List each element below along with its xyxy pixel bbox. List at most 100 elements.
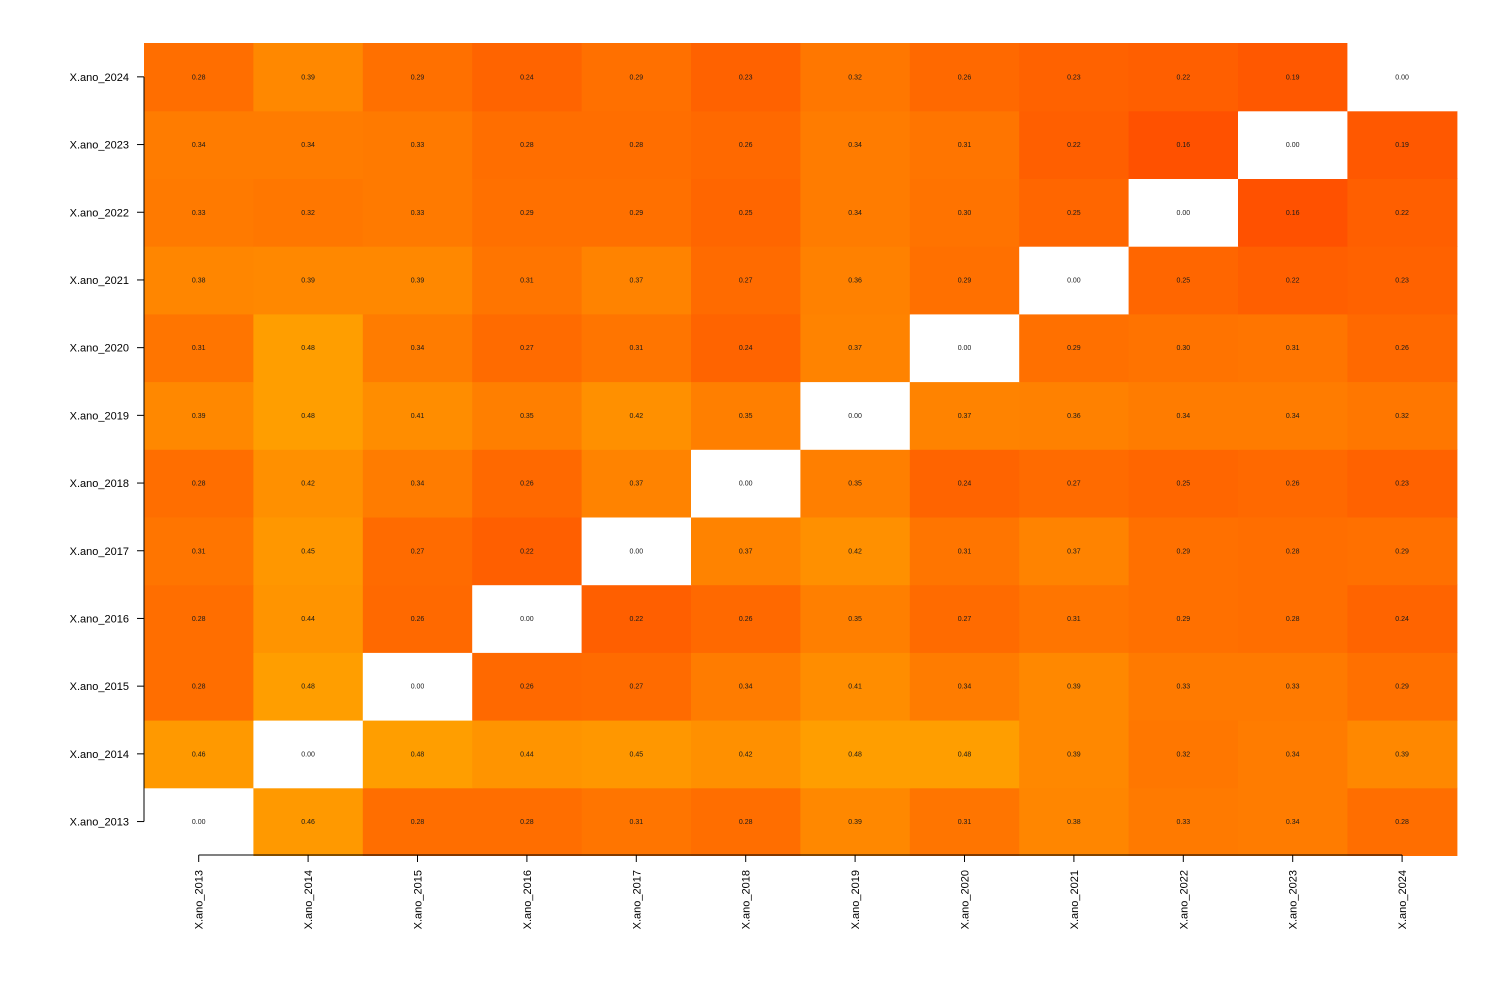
cell-value-label: 0.27 (411, 548, 425, 555)
heatmap-cell (472, 652, 583, 721)
heatmap-cell (253, 652, 364, 721)
heatmap-cell (472, 178, 583, 247)
cell-value-label: 0.00 (739, 481, 753, 488)
cell-value-label: 0.22 (629, 616, 643, 623)
heatmap-cell (253, 720, 364, 789)
cell-value-label: 0.34 (848, 142, 862, 149)
cell-value-label: 0.22 (520, 548, 534, 555)
heatmap-cell (1347, 720, 1458, 789)
heatmap-cell (1238, 449, 1348, 518)
cell-value-label: 0.39 (1395, 751, 1409, 758)
cell-value-label: 0.33 (1176, 819, 1190, 826)
cell-value-label: 0.31 (958, 142, 972, 149)
cell-value-label: 0.00 (629, 548, 643, 555)
heatmap-cell (1238, 381, 1348, 450)
cell-value-label: 0.32 (848, 74, 862, 81)
heatmap-cell (581, 449, 692, 518)
heatmap-cell (472, 787, 583, 856)
heatmap-cell (1019, 787, 1130, 856)
cell-value-label: 0.37 (739, 548, 753, 555)
heatmap-cell (472, 381, 583, 450)
heatmap-cell (253, 110, 364, 179)
cell-value-label: 0.33 (411, 142, 425, 149)
cell-value-label: 0.28 (192, 74, 206, 81)
cell-value-label: 0.26 (1395, 345, 1409, 352)
heatmap-cell (1019, 652, 1130, 721)
heatmap-cell (144, 110, 254, 179)
cell-value-label: 0.00 (958, 345, 972, 352)
heatmap-cell (1347, 313, 1458, 383)
heatmap-cell (362, 313, 473, 383)
heatmap-cell (581, 720, 692, 789)
heatmap-cell (472, 43, 583, 112)
heatmap-cell (1347, 787, 1458, 856)
cell-value-label: 0.26 (411, 616, 425, 623)
heatmap-cell (362, 178, 473, 247)
heatmap-cell (1347, 652, 1458, 721)
cell-value-label: 0.00 (1395, 74, 1409, 81)
heatmap-cell (1019, 516, 1130, 586)
cell-value-label: 0.31 (520, 277, 534, 284)
heatmap-cell (800, 584, 911, 653)
heatmap-cell (800, 652, 911, 721)
heatmap-cell (909, 110, 1020, 179)
heatmap-cell (362, 787, 473, 856)
cell-value-label: 0.29 (1395, 548, 1409, 555)
cell-value-label: 0.35 (848, 616, 862, 623)
cell-value-label: 0.48 (958, 751, 972, 758)
heatmap-cell (581, 178, 692, 247)
heatmap-cell (1238, 246, 1348, 315)
cell-value-label: 0.35 (520, 413, 534, 420)
heatmap-cell (472, 449, 583, 518)
cell-value-label: 0.28 (739, 819, 753, 826)
heatmap-cell (362, 516, 473, 586)
heatmap-cell (1128, 110, 1239, 179)
heatmap-cell (362, 584, 473, 653)
cell-value-label: 0.28 (411, 819, 425, 826)
cell-value-label: 0.19 (1286, 74, 1300, 81)
cell-value-label: 0.28 (1286, 616, 1300, 623)
heatmap-cell (581, 584, 692, 653)
heatmap-cell (691, 652, 801, 721)
cell-value-label: 0.16 (1176, 142, 1190, 149)
heatmap-cell (581, 43, 692, 112)
cell-value-label: 0.29 (520, 210, 534, 217)
cell-value-label: 0.27 (520, 345, 534, 352)
cell-value-label: 0.00 (301, 751, 315, 758)
heatmap-cell (800, 381, 911, 450)
cell-value-label: 0.46 (301, 819, 315, 826)
heatmap-cell (800, 110, 911, 179)
heatmap-cell (691, 449, 801, 518)
heatmap-cell (581, 110, 692, 179)
x-axis: X.ano_2013 X.ano_2014 X.ano_2015 X.ano_2016… (194, 854, 1409, 929)
cell-value-label: 0.34 (1286, 751, 1300, 758)
heatmap-cell (253, 449, 364, 518)
x-tick-label: X.ano_2023 (1288, 870, 1300, 929)
cell-value-label: 0.46 (192, 751, 206, 758)
heatmap-cell (909, 449, 1020, 518)
cell-value-label: 0.31 (1067, 616, 1081, 623)
y-tick-label: X.ano_2017 (70, 546, 129, 558)
cell-value-label: 0.27 (629, 684, 643, 691)
cell-value-label: 0.27 (739, 277, 753, 284)
heatmap-cell (1128, 381, 1239, 450)
cell-value-label: 0.36 (848, 277, 862, 284)
cell-value-label: 0.39 (848, 819, 862, 826)
heatmap-cell (800, 178, 911, 247)
cell-value-label: 0.00 (520, 616, 534, 623)
cell-value-label: 0.34 (958, 684, 972, 691)
heatmap-cell (800, 449, 911, 518)
heatmap-cell (144, 449, 254, 518)
heatmap-cell (800, 720, 911, 789)
cell-value-label: 0.24 (739, 345, 753, 352)
heatmap-cell (1238, 652, 1348, 721)
cell-value-label: 0.42 (629, 413, 643, 420)
cell-value-label: 0.22 (1286, 277, 1300, 284)
heatmap-cell (362, 652, 473, 721)
y-tick-label: X.ano_2019 (70, 410, 129, 422)
cell-value-label: 0.35 (848, 481, 862, 488)
heatmap-cell (1238, 720, 1348, 789)
heatmap-cell (909, 652, 1020, 721)
heatmap-cell (1238, 43, 1348, 112)
cell-value-label: 0.31 (1286, 345, 1300, 352)
